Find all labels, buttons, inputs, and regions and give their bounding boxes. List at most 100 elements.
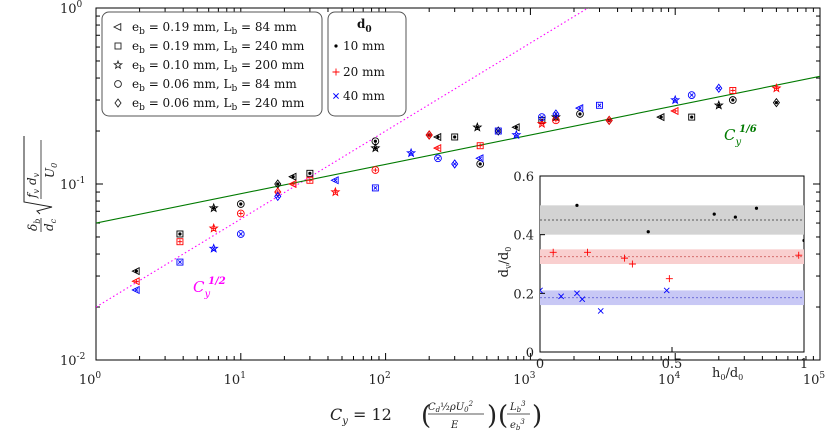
data-point xyxy=(290,181,296,187)
legend-marker xyxy=(114,80,122,88)
data-point-outline xyxy=(131,277,140,286)
data-point-outline xyxy=(371,166,380,174)
data-point xyxy=(553,118,559,123)
data-point xyxy=(436,156,440,161)
inset-y-tick-label: 0.4 xyxy=(513,229,534,244)
data-point xyxy=(238,211,243,216)
data-point xyxy=(496,129,501,133)
data-point xyxy=(578,112,582,116)
y-tick-label: 10-1 xyxy=(60,176,85,193)
data-point-outline xyxy=(670,106,679,116)
data-point xyxy=(452,161,457,166)
data-point xyxy=(606,118,612,123)
fit-lines xyxy=(96,8,820,308)
x-tick-label: 101 xyxy=(224,371,246,388)
data-point-outline xyxy=(236,230,245,238)
data-point-outline xyxy=(370,142,381,153)
data-point xyxy=(333,178,338,183)
y-tick-label: 100 xyxy=(60,0,83,17)
inset-x-label: h0/d0 xyxy=(712,366,743,382)
inset-data-point xyxy=(665,275,673,283)
data-point-outline xyxy=(176,238,184,246)
data-point xyxy=(478,156,483,161)
data-point xyxy=(659,115,663,119)
svg-text:(: ( xyxy=(421,401,431,431)
svg-text:(: ( xyxy=(498,401,508,431)
data-point-outline xyxy=(236,209,245,218)
data-point-outline xyxy=(538,113,546,121)
legend-marker xyxy=(114,42,122,50)
legend-marker xyxy=(114,98,122,108)
svg-text:fvdv: fvdv xyxy=(25,172,41,199)
legend-entry-2: eb = 0.10 mm, Lb = 200 mm xyxy=(132,58,305,75)
legend-entry-1: eb = 0.19 mm, Lb = 240 mm xyxy=(132,39,305,56)
x-axis-label: Cy = 12 ( Cd½ρU02 E ) ( Lb3 eb3 ) xyxy=(330,400,542,432)
fit-label-sixth: Cy1/6 xyxy=(724,124,757,148)
data-point-outline xyxy=(605,115,613,126)
svg-text:): ) xyxy=(532,401,542,431)
data-point-outline xyxy=(670,94,681,105)
data-point xyxy=(239,202,243,206)
data-point-outline xyxy=(330,176,339,185)
data-point-outline xyxy=(306,169,314,177)
data-point xyxy=(373,139,377,143)
x-tick-label: 104 xyxy=(658,371,681,388)
data-point xyxy=(716,86,721,91)
data-point xyxy=(177,239,183,244)
svg-text:U0: U0 xyxy=(43,163,59,178)
inset-data-point xyxy=(575,203,579,207)
data-point xyxy=(673,108,678,114)
data-point xyxy=(514,132,519,137)
data-point xyxy=(178,232,182,236)
data-point xyxy=(731,98,735,102)
data-point-outline xyxy=(208,202,219,213)
data-point-outline xyxy=(728,96,737,104)
legend-geometry: eb = 0.19 mm, Lb = 84 mm eb = 0.19 mm, L… xyxy=(101,11,323,117)
data-point xyxy=(426,132,432,138)
data-point-outline xyxy=(596,101,603,109)
data-point xyxy=(134,279,139,284)
data-point-outline xyxy=(729,87,737,94)
inset-data-point xyxy=(733,215,737,219)
data-point-outline xyxy=(552,116,560,125)
legend-d0-entry-0: 10 mm xyxy=(343,39,385,53)
fit-line xyxy=(96,75,820,224)
data-point-outline xyxy=(425,130,433,140)
data-point-outline xyxy=(688,113,696,121)
fit-label-half: Cy1/2 xyxy=(193,276,226,300)
inset-y-label: dv/d0 xyxy=(497,247,513,278)
data-point-outline xyxy=(715,83,723,93)
data-point xyxy=(689,93,694,98)
data-point xyxy=(539,121,545,126)
svg-text:): ) xyxy=(487,401,497,431)
inset-x-tick-label: 0 xyxy=(536,357,544,372)
y-axis-label: δb dc fvdv U0 xyxy=(23,136,59,232)
data-point-outline xyxy=(131,266,140,276)
legend-d0-marker xyxy=(332,68,340,76)
x-tick-label: 103 xyxy=(513,371,536,388)
data-point xyxy=(477,143,483,148)
inset-data-point xyxy=(802,238,804,243)
main-data-points xyxy=(131,82,782,295)
data-point-outline xyxy=(451,159,459,169)
data-point-outline xyxy=(208,243,219,253)
legend-d0-title: d0 xyxy=(357,17,372,35)
svg-text:Cy = 12: Cy = 12 xyxy=(330,405,392,427)
legend-d0-marker xyxy=(333,93,339,99)
inset-data-point xyxy=(646,230,650,234)
x-tick-label: 100 xyxy=(79,371,102,388)
data-point xyxy=(275,194,280,199)
inset-data-point xyxy=(558,293,565,300)
legend-d0-marker xyxy=(334,44,338,48)
inset-data-point xyxy=(628,260,636,268)
data-point xyxy=(453,135,457,139)
inset-x-tick-label: 1 xyxy=(800,357,808,372)
x-tick-label: 105 xyxy=(803,371,826,388)
data-point xyxy=(597,103,602,108)
inset-data-point xyxy=(579,296,586,303)
data-point xyxy=(373,167,378,173)
inset-data-point xyxy=(620,254,628,262)
data-point xyxy=(553,111,558,116)
x-tick-label: 102 xyxy=(368,371,390,388)
